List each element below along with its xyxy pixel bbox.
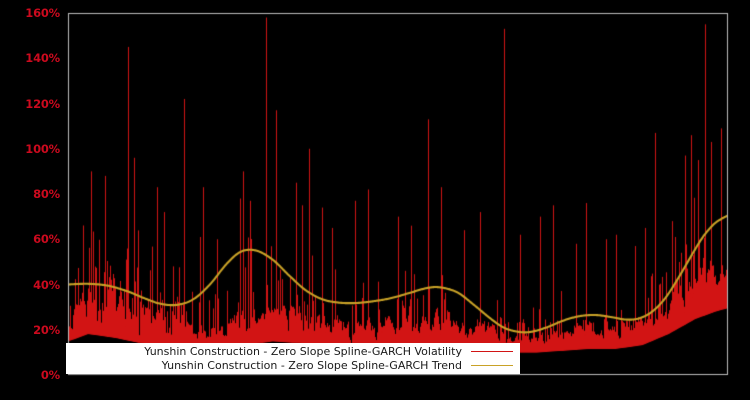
y-tick-label: 160% (25, 6, 60, 20)
legend-line-swatch-volatility-icon (471, 350, 513, 352)
legend-label-volatility: Yunshin Construction - Zero Slope Spline… (144, 344, 462, 358)
y-tick-label: 0% (40, 368, 60, 382)
legend-label-trend: Yunshin Construction - Zero Slope Spline… (161, 359, 462, 373)
chart-legend[interactable]: Yunshin Construction - Zero Slope Spline… (66, 343, 520, 374)
y-tick-label: 80% (33, 187, 60, 201)
legend-entry-volatility[interactable]: Yunshin Construction - Zero Slope Spline… (67, 344, 519, 359)
y-tick-label: 20% (33, 322, 60, 337)
y-tick-label: 120% (25, 96, 60, 111)
y-tick-label: 60% (33, 232, 60, 247)
legend-line-swatch-trend-icon (471, 365, 513, 367)
y-tick-label: 140% (25, 51, 60, 66)
y-tick-label: 40% (33, 277, 60, 292)
y-tick-label: 100% (25, 141, 60, 156)
legend-entry-trend[interactable]: Yunshin Construction - Zero Slope Spline… (67, 359, 519, 374)
y-axis-tick-labels: 160% 140% 120% 100% 80% 60% 40% 20% 0% (0, 0, 60, 400)
